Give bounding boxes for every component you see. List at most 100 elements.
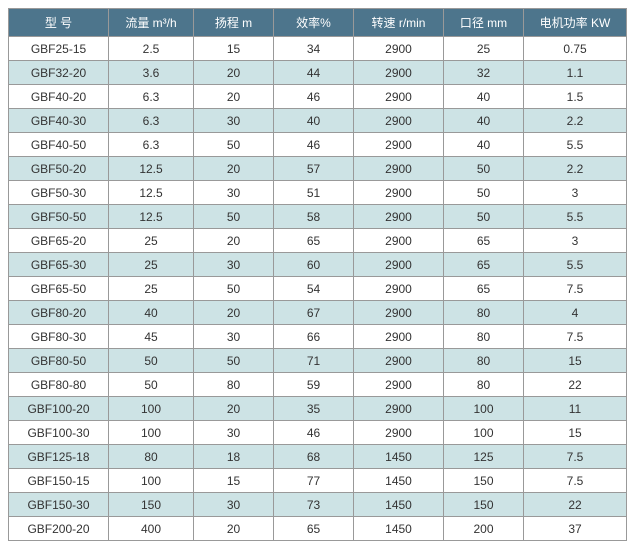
- table-cell: 65: [444, 277, 524, 301]
- table-cell: 2900: [354, 229, 444, 253]
- table-row: GBF40-506.350462900405.5: [9, 133, 627, 157]
- table-cell: 44: [274, 61, 354, 85]
- table-row: GBF80-204020672900804: [9, 301, 627, 325]
- table-cell: 2900: [354, 349, 444, 373]
- table-cell: 40: [274, 109, 354, 133]
- table-cell: GBF80-50: [9, 349, 109, 373]
- table-cell: 30: [194, 181, 274, 205]
- table-cell: GBF65-30: [9, 253, 109, 277]
- table-cell: 30: [194, 493, 274, 517]
- table-cell: 1450: [354, 517, 444, 541]
- table-cell: 34: [274, 37, 354, 61]
- table-row: GBF50-2012.520572900502.2: [9, 157, 627, 181]
- table-row: GBF65-502550542900657.5: [9, 277, 627, 301]
- table-row: GBF150-301503073145015022: [9, 493, 627, 517]
- table-cell: 50: [109, 373, 194, 397]
- table-cell: 1450: [354, 469, 444, 493]
- table-cell: 77: [274, 469, 354, 493]
- table-cell: GBF40-30: [9, 109, 109, 133]
- table-cell: 7.5: [524, 325, 627, 349]
- table-cell: GBF100-20: [9, 397, 109, 421]
- table-cell: 200: [444, 517, 524, 541]
- table-row: GBF200-204002065145020037: [9, 517, 627, 541]
- table-cell: 22: [524, 493, 627, 517]
- table-cell: 80: [444, 301, 524, 325]
- table-cell: GBF80-30: [9, 325, 109, 349]
- table-cell: 4: [524, 301, 627, 325]
- table-cell: 100: [444, 421, 524, 445]
- table-row: GBF80-8050805929008022: [9, 373, 627, 397]
- table-cell: 100: [109, 469, 194, 493]
- table-cell: 150: [109, 493, 194, 517]
- col-caliber: 口径 mm: [444, 9, 524, 37]
- table-row: GBF40-306.330402900402.2: [9, 109, 627, 133]
- table-cell: GBF200-20: [9, 517, 109, 541]
- table-cell: 6.3: [109, 85, 194, 109]
- table-cell: 2900: [354, 421, 444, 445]
- table-cell: 0.75: [524, 37, 627, 61]
- table-cell: 11: [524, 397, 627, 421]
- table-row: GBF125-1880186814501257.5: [9, 445, 627, 469]
- table-cell: GBF80-80: [9, 373, 109, 397]
- table-cell: 30: [194, 253, 274, 277]
- table-cell: 66: [274, 325, 354, 349]
- col-head: 扬程 m: [194, 9, 274, 37]
- table-cell: 2.2: [524, 157, 627, 181]
- table-cell: 1450: [354, 445, 444, 469]
- table-cell: 25: [444, 37, 524, 61]
- table-cell: 100: [109, 397, 194, 421]
- table-cell: 1.1: [524, 61, 627, 85]
- table-cell: GBF150-15: [9, 469, 109, 493]
- table-cell: 54: [274, 277, 354, 301]
- table-cell: 20: [194, 397, 274, 421]
- table-cell: 22: [524, 373, 627, 397]
- table-row: GBF32-203.620442900321.1: [9, 61, 627, 85]
- table-cell: 46: [274, 421, 354, 445]
- table-cell: 45: [109, 325, 194, 349]
- table-cell: 35: [274, 397, 354, 421]
- table-cell: 80: [444, 373, 524, 397]
- table-cell: 73: [274, 493, 354, 517]
- table-cell: 2900: [354, 373, 444, 397]
- table-cell: 7.5: [524, 469, 627, 493]
- table-cell: GBF50-50: [9, 205, 109, 229]
- table-cell: GBF65-20: [9, 229, 109, 253]
- table-row: GBF25-152.515342900250.75: [9, 37, 627, 61]
- table-cell: 58: [274, 205, 354, 229]
- table-cell: 50: [109, 349, 194, 373]
- table-cell: 25: [109, 229, 194, 253]
- table-cell: 1450: [354, 493, 444, 517]
- table-cell: GBF50-20: [9, 157, 109, 181]
- table-cell: 12.5: [109, 181, 194, 205]
- table-cell: 2900: [354, 85, 444, 109]
- table-cell: 20: [194, 85, 274, 109]
- table-cell: 20: [194, 157, 274, 181]
- pump-spec-table: 型 号 流量 m³/h 扬程 m 效率% 转速 r/min 口径 mm 电机功率…: [8, 8, 627, 541]
- table-cell: 400: [109, 517, 194, 541]
- table-cell: 6.3: [109, 109, 194, 133]
- table-row: GBF150-15100157714501507.5: [9, 469, 627, 493]
- table-cell: 7.5: [524, 445, 627, 469]
- table-cell: 80: [444, 325, 524, 349]
- table-cell: 2900: [354, 277, 444, 301]
- col-power: 电机功率 KW: [524, 9, 627, 37]
- table-cell: 50: [444, 181, 524, 205]
- table-cell: 65: [444, 229, 524, 253]
- table-cell: GBF32-20: [9, 61, 109, 85]
- table-cell: GBF65-50: [9, 277, 109, 301]
- table-cell: 40: [444, 109, 524, 133]
- table-cell: 80: [194, 373, 274, 397]
- table-cell: GBF150-30: [9, 493, 109, 517]
- table-row: GBF65-302530602900655.5: [9, 253, 627, 277]
- table-row: GBF50-3012.530512900503: [9, 181, 627, 205]
- table-cell: 25: [109, 253, 194, 277]
- table-cell: 100: [109, 421, 194, 445]
- table-cell: 15: [194, 469, 274, 493]
- table-cell: 30: [194, 325, 274, 349]
- table-cell: 50: [194, 133, 274, 157]
- table-cell: 2900: [354, 133, 444, 157]
- table-cell: 20: [194, 517, 274, 541]
- table-row: GBF50-5012.550582900505.5: [9, 205, 627, 229]
- table-cell: 30: [194, 109, 274, 133]
- table-cell: 20: [194, 61, 274, 85]
